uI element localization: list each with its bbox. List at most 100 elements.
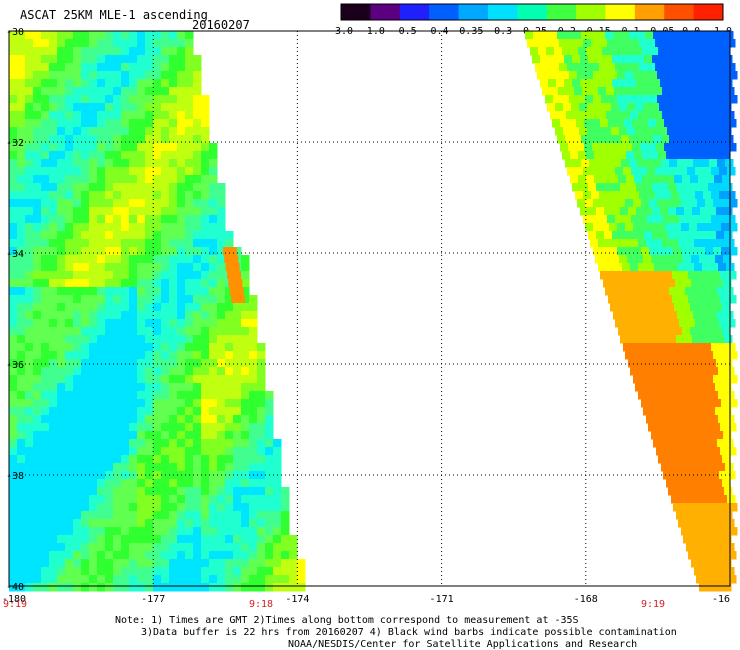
left-swath-cell — [49, 527, 58, 536]
left-swath-cell — [57, 111, 66, 120]
left-swath-cell — [49, 111, 58, 120]
right-swath-cell — [623, 167, 632, 176]
left-swath-cell — [169, 583, 178, 592]
left-swath-cell — [65, 159, 74, 168]
left-swath-cell — [9, 479, 18, 488]
left-swath-cell — [201, 543, 210, 552]
left-swath-cell — [81, 255, 90, 264]
right-swath-cell — [670, 87, 679, 96]
right-swath-cell — [646, 87, 655, 96]
left-swath-cell — [217, 535, 226, 544]
right-swath-cell — [728, 551, 737, 560]
right-swath-cell — [559, 63, 568, 72]
left-swath-cell — [113, 351, 122, 360]
right-swath-cell — [692, 335, 701, 344]
left-swath-cell — [129, 447, 138, 456]
left-swath-cell — [169, 239, 178, 248]
right-swath-cell — [618, 175, 627, 184]
right-swath-cell — [598, 87, 607, 96]
left-swath-cell — [145, 183, 154, 192]
left-swath-cell — [41, 271, 50, 280]
left-swath-cell — [201, 495, 210, 504]
right-swath-cell — [729, 399, 738, 408]
left-swath-cell — [89, 167, 98, 176]
right-swath-cell — [675, 407, 684, 416]
left-swath-cell — [209, 455, 218, 464]
left-swath-cell — [113, 111, 122, 120]
left-swath-cell — [9, 55, 18, 64]
left-swath-cell — [41, 255, 50, 264]
right-swath-cell — [628, 79, 637, 88]
left-swath-cell — [193, 399, 202, 408]
left-swath-cell — [73, 271, 82, 280]
right-swath-cell — [628, 359, 637, 368]
right-swath-cell — [631, 343, 640, 352]
right-swath-cell — [729, 527, 738, 536]
left-swath-cell — [153, 199, 162, 208]
right-swath-cell — [678, 415, 687, 424]
left-swath-cell — [201, 151, 210, 160]
right-swath-cell — [665, 71, 674, 80]
right-swath-cell — [605, 31, 614, 40]
right-swath-cell — [708, 55, 717, 64]
left-swath-cell — [249, 463, 258, 472]
left-swath-cell — [137, 407, 146, 416]
right-swath-cell — [681, 351, 690, 360]
right-swath-cell — [631, 191, 640, 200]
left-swath-cell — [73, 511, 82, 520]
left-swath-cell — [81, 567, 90, 576]
left-swath-cell — [161, 479, 170, 488]
left-swath-cell — [89, 255, 98, 264]
left-swath-cell — [185, 151, 194, 160]
right-swath-cell — [658, 327, 667, 336]
right-swath-cell — [607, 63, 616, 72]
left-swath-cell — [217, 407, 226, 416]
left-swath-cell — [113, 143, 122, 152]
left-swath-cell — [25, 39, 34, 48]
left-swath-cell — [41, 287, 50, 296]
left-swath-cell — [25, 559, 34, 568]
left-swath-cell — [201, 375, 210, 384]
right-swath-cell — [575, 39, 584, 48]
left-swath-cell — [17, 551, 26, 560]
left-swath-cell — [241, 543, 250, 552]
left-swath-cell — [177, 327, 186, 336]
left-swath-cell — [209, 527, 218, 536]
left-swath-cell — [121, 519, 130, 528]
left-swath-cell — [129, 359, 138, 368]
right-swath-cell — [670, 415, 679, 424]
right-swath-cell — [577, 199, 586, 208]
left-swath-cell — [121, 311, 130, 320]
left-swath-cell — [185, 263, 194, 272]
left-swath-cell — [161, 87, 170, 96]
left-swath-cell — [9, 487, 18, 496]
left-swath-cell — [265, 503, 274, 512]
left-swath-cell — [209, 359, 218, 368]
left-swath-cell — [209, 327, 218, 336]
left-swath-cell — [9, 583, 18, 592]
left-swath-cell — [57, 207, 66, 216]
left-swath-cell — [241, 463, 250, 472]
left-swath-cell — [121, 343, 130, 352]
left-swath-cell — [105, 143, 114, 152]
right-swath-cell — [649, 351, 658, 360]
left-swath-cell — [257, 551, 266, 560]
left-swath-cell — [201, 175, 210, 184]
right-swath-cell — [719, 319, 728, 328]
left-swath-cell — [81, 151, 90, 160]
left-swath-cell — [225, 495, 234, 504]
left-swath-cell — [177, 383, 186, 392]
right-swath-cell — [601, 223, 610, 232]
left-swath-cell — [25, 407, 34, 416]
left-swath-cell — [17, 159, 26, 168]
left-swath-cell — [9, 463, 18, 472]
left-swath-cell — [25, 415, 34, 424]
left-swath-cell — [57, 447, 66, 456]
left-swath-cell — [177, 151, 186, 160]
right-swath-cell — [652, 231, 661, 240]
right-swath-cell — [659, 407, 668, 416]
left-swath-cell — [33, 279, 42, 288]
left-swath-cell — [9, 543, 18, 552]
left-swath-cell — [81, 183, 90, 192]
left-swath-cell — [41, 127, 50, 136]
